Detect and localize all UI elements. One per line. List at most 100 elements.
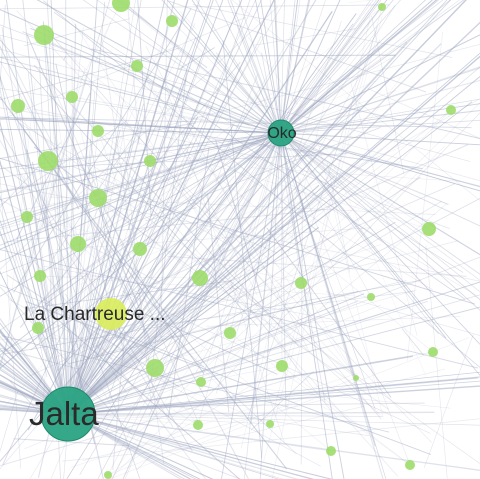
graph-edge — [118, 72, 405, 466]
node-leaf[interactable] — [276, 360, 288, 372]
graph-edge — [0, 404, 69, 415]
node-oko[interactable] — [267, 119, 295, 147]
node-leaf[interactable] — [34, 25, 54, 45]
node-leaf[interactable] — [144, 155, 156, 167]
node-leaf[interactable] — [11, 99, 25, 113]
graph-edge — [0, 61, 282, 134]
node-leaf[interactable] — [66, 91, 78, 103]
graph-edge — [16, 237, 48, 377]
graph-edge — [67, 0, 467, 415]
graph-edge — [266, 203, 447, 354]
graph-edge — [280, 132, 480, 227]
graph-edge — [67, 75, 480, 415]
graph-edge — [401, 328, 424, 356]
node-leaf[interactable] — [112, 0, 130, 12]
graph-edge — [120, 2, 282, 134]
graph-edge — [43, 0, 480, 369]
graph-edge — [261, 52, 326, 403]
node-leaf[interactable] — [34, 270, 46, 282]
graph-edge — [0, 400, 69, 415]
node-leaf[interactable] — [196, 377, 206, 387]
node-leaf[interactable] — [266, 420, 274, 428]
node-jalta[interactable] — [40, 386, 96, 442]
graph-edge — [0, 132, 282, 223]
node-leaf[interactable] — [224, 327, 236, 339]
graph-edge — [167, 147, 210, 418]
graph-edge — [71, 44, 75, 261]
graph-edge — [67, 23, 77, 415]
graph-edge — [0, 132, 282, 331]
graph-edge — [0, 45, 80, 210]
graph-edge — [97, 130, 430, 230]
node-leaf[interactable] — [133, 242, 147, 256]
node-leaf[interactable] — [92, 125, 104, 137]
graph-edge — [79, 132, 282, 476]
graph-edge — [0, 347, 79, 370]
graph-edge — [26, 132, 282, 218]
graph-edge — [50, 27, 84, 351]
graph-edge — [281, 178, 302, 252]
graph-edge — [4, 208, 326, 243]
node-leaf[interactable] — [353, 375, 359, 381]
graph-edge — [47, 160, 79, 245]
graph-edge — [63, 56, 67, 61]
graph-edge — [55, 63, 117, 338]
graph-edge — [280, 0, 299, 134]
graph-edge — [250, 132, 282, 423]
node-leaf[interactable] — [428, 347, 438, 357]
node-leaf[interactable] — [193, 420, 203, 430]
graph-edge — [71, 96, 99, 199]
node-leaf[interactable] — [378, 3, 386, 11]
node-leaf[interactable] — [422, 222, 436, 236]
node-leaf[interactable] — [326, 446, 336, 456]
node-leaf[interactable] — [21, 211, 33, 223]
graph-edge — [0, 183, 480, 282]
node-leaf[interactable] — [89, 189, 107, 207]
graph-edge — [71, 2, 122, 98]
graph-edge — [53, 11, 466, 300]
graph-edge — [160, 0, 168, 331]
graph-edge — [280, 119, 480, 134]
node-leaf[interactable] — [131, 60, 143, 72]
graph-edge — [41, 277, 52, 423]
graph-edge — [280, 132, 447, 339]
node-leaf[interactable] — [295, 277, 307, 289]
node-la-chartreuse[interactable] — [95, 298, 127, 330]
graph-edge — [57, 132, 282, 371]
graph-edge — [215, 140, 264, 305]
graph-edge — [109, 200, 443, 399]
node-leaf[interactable] — [32, 322, 44, 334]
node-leaf[interactable] — [104, 471, 112, 479]
graph-edge — [67, 101, 473, 415]
graph-edge — [280, 0, 465, 134]
graph-edge — [67, 413, 480, 426]
graph-edge — [39, 275, 372, 298]
graph-edge — [280, 0, 460, 134]
graph-edge — [96, 247, 225, 359]
node-leaf[interactable] — [192, 270, 208, 286]
graph-edge — [175, 116, 476, 296]
graph-edge — [280, 132, 384, 479]
graph-edge — [112, 331, 126, 470]
graph-edge — [67, 411, 435, 415]
graph-edge — [179, 11, 196, 29]
node-leaf[interactable] — [367, 293, 375, 301]
node-leaf[interactable] — [146, 359, 164, 377]
node-leaf[interactable] — [446, 105, 456, 115]
graph-edge — [0, 9, 282, 134]
graph-edge — [97, 197, 201, 279]
graph-edge — [109, 145, 445, 479]
graph-edge — [251, 167, 461, 182]
graph-edge — [71, 165, 278, 254]
node-leaf[interactable] — [166, 15, 178, 27]
graph-edge — [67, 294, 480, 415]
node-leaf[interactable] — [405, 460, 415, 470]
node-leaf[interactable] — [70, 236, 86, 252]
graph-edge — [67, 0, 136, 415]
graph-edge — [406, 31, 444, 362]
node-leaf[interactable] — [38, 151, 58, 171]
graph-edge — [67, 0, 98, 415]
graph-edge — [197, 132, 282, 426]
